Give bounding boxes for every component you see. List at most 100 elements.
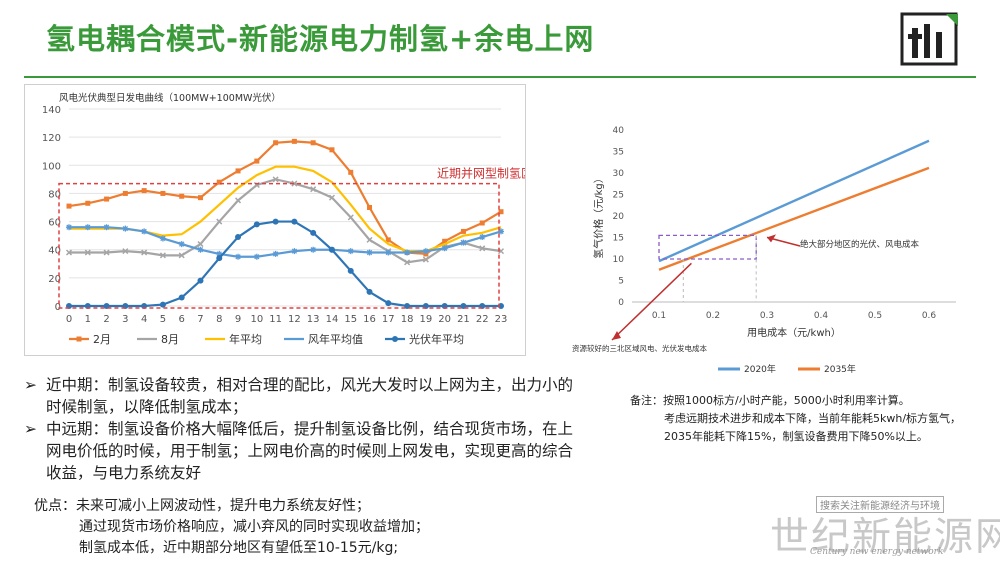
watermark-sub: Century new energy network xyxy=(810,547,944,557)
x-tick-label: 16 xyxy=(363,314,376,325)
data-point xyxy=(103,249,110,256)
x-tick-label: 0.3 xyxy=(760,311,774,321)
x-tick-label: 10 xyxy=(250,314,263,325)
data-point xyxy=(479,220,485,226)
x-tick-label: 12 xyxy=(288,314,301,325)
data-point xyxy=(367,205,373,210)
x-tick-label: 13 xyxy=(307,314,320,325)
series-line-0 xyxy=(658,139,930,263)
data-point xyxy=(441,245,448,252)
chart-title: 风电光伏典型日发电曲线（100MW+100MW光伏） xyxy=(59,92,281,104)
x-tick-label: 2 xyxy=(103,314,109,325)
y-axis-label: 氢气价格（元/kg） xyxy=(592,173,605,259)
data-point xyxy=(141,228,148,235)
y-tick-label: 100 xyxy=(42,161,61,172)
title-divider xyxy=(24,76,976,78)
legend-label: 2月 xyxy=(93,333,111,346)
data-point xyxy=(347,267,354,274)
data-point xyxy=(385,237,391,243)
note-line: 考虑远期技术进步和成本下降，当前年能耗5kwh/标方氢气， xyxy=(664,412,962,425)
bullet-item-near-term: ➢ 近中期：制氢设备较贵，相对合理的配比，风光大发时以上网为主，出力小的时候制氢… xyxy=(24,374,584,418)
x-tick-label: 0 xyxy=(66,314,72,325)
daily-generation-svg: 风电光伏典型日发电曲线（100MW+100MW光伏）02040608010012… xyxy=(42,92,525,346)
data-point xyxy=(216,250,223,257)
y-tick-label: 25 xyxy=(613,191,624,201)
x-tick-label: 20 xyxy=(438,314,451,325)
note-line: 按照1000标方/小时产能，5000小时利用率计算。 xyxy=(663,394,910,407)
data-point xyxy=(310,229,317,236)
x-tick-label: 19 xyxy=(420,314,433,325)
data-point xyxy=(272,176,279,183)
data-point xyxy=(404,249,411,256)
series-line-1 xyxy=(658,166,930,271)
data-point xyxy=(272,218,279,225)
data-point xyxy=(404,259,411,266)
data-point xyxy=(385,300,392,307)
page-title: 氢电耦合模式-新能源电力制氢+余电上网 xyxy=(46,22,595,56)
data-point xyxy=(103,224,110,231)
advantages-label: 优点： xyxy=(34,498,76,514)
data-point xyxy=(385,249,392,256)
data-point xyxy=(460,228,466,234)
y-tick-label: 140 xyxy=(42,105,61,116)
data-point xyxy=(216,218,223,225)
data-point xyxy=(179,193,185,199)
legend-label: 8月 xyxy=(161,333,179,346)
data-point xyxy=(159,252,166,259)
data-point xyxy=(160,190,166,196)
bullet-text: 中远期：制氢设备价格大幅降低后，提升制氢设备比例，结合现货市场，在上网电价低的时… xyxy=(46,420,574,482)
x-tick-label: 21 xyxy=(457,314,470,325)
annotation-text: 资源较好的三北区域风电、光伏发电成本 xyxy=(572,343,707,353)
legend-label: 2020年 xyxy=(744,363,776,375)
y-tick-label: 60 xyxy=(48,218,61,229)
data-point xyxy=(197,241,204,248)
x-tick-label: 0.2 xyxy=(706,311,720,321)
data-point xyxy=(272,250,279,257)
legend-label: 年平均 xyxy=(229,332,262,346)
x-tick-label: 0.6 xyxy=(922,311,937,321)
x-tick-label: 0.5 xyxy=(868,311,882,321)
data-point xyxy=(122,190,128,196)
data-point xyxy=(84,249,91,256)
data-point xyxy=(178,294,185,301)
data-point xyxy=(197,195,203,201)
x-tick-label: 0.1 xyxy=(652,311,666,321)
y-tick-label: 0 xyxy=(55,302,61,313)
watermark-main: 世纪新能源网 xyxy=(770,515,1000,560)
data-point xyxy=(291,218,298,225)
series-line-0 xyxy=(68,140,502,256)
annotation-arrowhead xyxy=(612,331,621,340)
bullet-list: ➢ 近中期：制氢设备较贵，相对合理的配比，风光大发时以上网为主，出力小的时候制氢… xyxy=(24,374,584,484)
data-point xyxy=(347,214,354,221)
data-point xyxy=(479,245,486,252)
data-point xyxy=(159,301,166,308)
y-tick-label: 40 xyxy=(48,246,61,257)
data-point xyxy=(328,246,335,253)
notes: 备注：按照1000标方/小时产能，5000小时利用率计算。 考虑远期技术进步和成… xyxy=(630,392,990,446)
legend-marker xyxy=(392,336,398,342)
x-tick-label: 17 xyxy=(382,314,395,325)
data-point xyxy=(422,248,429,255)
y-tick-label: 80 xyxy=(48,189,61,200)
data-point xyxy=(235,234,242,241)
x-tick-label: 15 xyxy=(344,314,357,325)
grid-hydrogen-zone-box xyxy=(58,182,500,309)
x-tick-label: 7 xyxy=(197,314,203,325)
data-point xyxy=(122,225,129,232)
x-tick-label: 18 xyxy=(401,314,414,325)
data-point xyxy=(460,239,467,246)
data-point xyxy=(347,248,354,255)
data-point xyxy=(253,253,260,260)
data-point xyxy=(254,158,260,164)
bullet-item-long-term: ➢ 中远期：制氢设备价格大幅降低后，提升制氢设备比例，结合现货市场，在上网电价低… xyxy=(24,418,584,484)
data-point xyxy=(84,224,91,231)
series-line-4 xyxy=(69,220,501,308)
data-point xyxy=(178,241,185,248)
x-tick-label: 0.4 xyxy=(814,311,829,321)
x-tick-label: 5 xyxy=(160,314,166,325)
data-point xyxy=(216,179,222,185)
advantages: 优点：未来可减小上网波动性，提升电力系统友好性； 通过现货市场价格响应，减小弃风… xyxy=(34,496,594,559)
x-tick-label: 1 xyxy=(85,314,91,325)
data-point xyxy=(66,224,72,231)
data-point xyxy=(235,197,242,204)
